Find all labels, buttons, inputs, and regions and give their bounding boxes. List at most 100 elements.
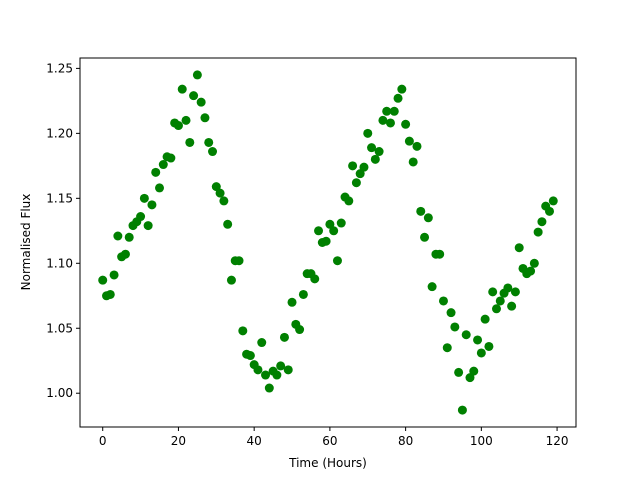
data-point [457,405,467,415]
data-point [393,93,403,103]
data-point [510,287,520,297]
x-tick-label: 0 [99,434,107,448]
data-point [166,153,176,163]
data-point [473,335,483,345]
data-point [351,178,361,188]
data-point [173,121,183,131]
data-point [120,249,130,259]
data-point [438,296,448,306]
data-point [408,157,418,167]
data-point [109,270,119,280]
data-point [200,113,210,123]
data-point [503,283,513,293]
data-point [124,232,134,242]
data-point [192,70,202,80]
data-point [442,343,452,353]
data-point [355,169,365,179]
data-point [529,258,539,268]
y-axis-label: Normalised Flux [19,194,33,291]
data-point [469,366,479,376]
data-point [378,115,388,125]
data-point [310,274,320,284]
data-point [491,304,501,314]
data-point [370,154,380,164]
y-tick-label: 1.15 [46,191,73,205]
data-point [234,256,244,266]
data-point [105,289,115,299]
x-tick-label: 60 [322,434,337,448]
y-tick-label: 1.20 [46,126,73,140]
data-point [238,326,248,336]
data-point [181,115,191,125]
data-point [325,219,335,229]
data-point [189,91,199,101]
data-point [208,147,218,157]
data-point [454,367,464,377]
data-point [465,373,475,383]
data-point [423,213,433,223]
data-point [196,97,206,107]
data-point [533,227,543,237]
data-point [321,236,331,246]
data-point [332,256,342,266]
data-point [427,282,437,292]
data-point [98,275,108,285]
data-point [204,137,214,147]
data-point [139,193,149,203]
data-point [283,365,293,375]
data-point [389,106,399,116]
data-point [548,196,558,206]
x-tick-label: 80 [398,434,413,448]
data-point [348,161,358,171]
data-point [253,365,263,375]
data-point [397,84,407,94]
data-point [336,218,346,228]
data-point [488,287,498,297]
data-point [382,106,392,116]
y-tick-label: 1.25 [46,61,73,75]
x-tick-label: 100 [470,434,493,448]
data-point [416,206,426,216]
x-axis-label: Time (Hours) [288,456,367,470]
data-point [526,266,536,276]
data-point [158,160,168,170]
data-point [223,219,233,229]
data-point [272,370,282,380]
data-point [211,182,221,192]
data-point [476,348,486,358]
data-point [287,297,297,307]
y-tick-label: 1.00 [46,386,73,400]
data-point [545,206,554,216]
plot-frame [79,57,577,428]
x-tick-label: 40 [247,434,262,448]
data-point [537,217,547,227]
data-point [219,196,229,206]
data-point [329,226,339,236]
data-point [450,322,460,332]
data-point [185,137,195,147]
data-point [461,330,471,340]
data-point [495,296,505,306]
data-point [147,200,157,210]
data-point [385,118,395,128]
data-point [279,332,289,342]
data-point [367,143,377,153]
data-point [155,183,165,193]
data-points [98,70,558,415]
x-axis-ticks: 0 20 40 60 80 100 120 [99,427,569,448]
y-axis-ticks: 1.00 1.05 1.10 1.15 1.20 1.25 [46,61,80,400]
data-point [344,196,354,206]
data-point [295,325,305,335]
data-point [226,275,236,285]
data-point [484,341,494,351]
data-point [143,221,153,231]
x-tick-label: 120 [546,434,569,448]
data-point [215,188,225,198]
data-point [314,226,324,236]
data-point [245,351,255,361]
data-point [151,167,161,177]
data-point [264,383,274,393]
y-tick-label: 1.10 [46,256,73,270]
data-point [412,141,422,151]
